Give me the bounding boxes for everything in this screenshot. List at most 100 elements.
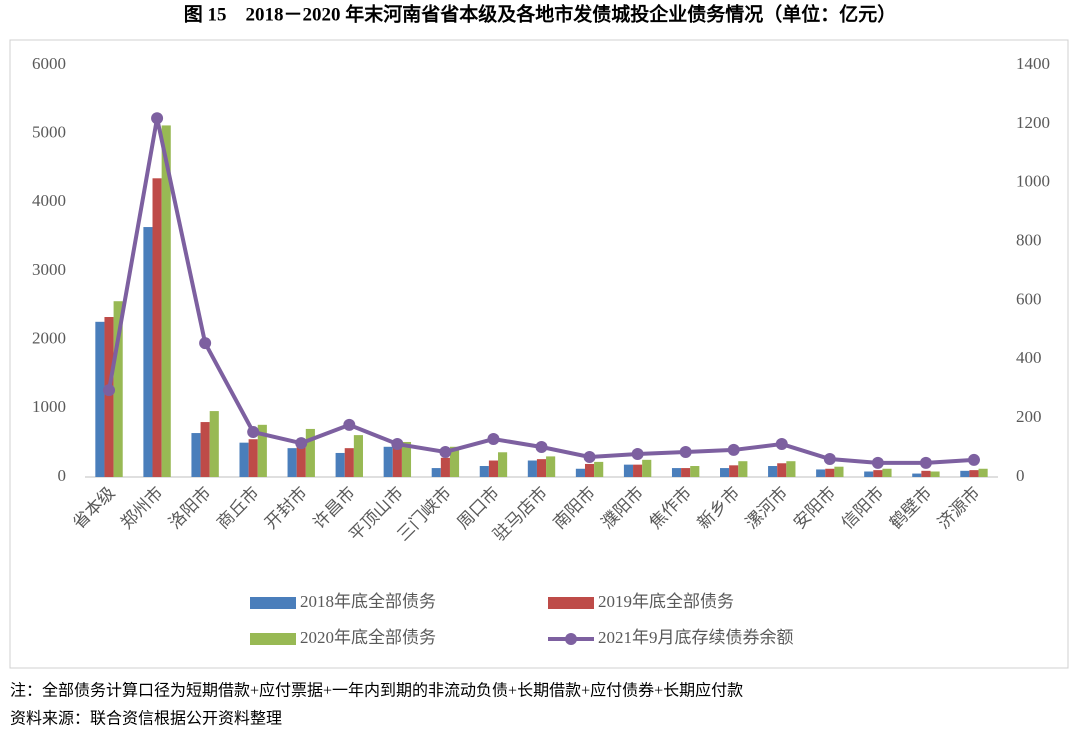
bar [671,468,682,477]
bar [296,446,306,477]
bar [200,422,210,477]
bar [95,321,105,477]
line-point [343,418,356,431]
line-point [823,453,836,466]
legend-marker [565,633,577,645]
bar [479,466,489,477]
bar [912,473,922,477]
y-tick-label: 4000 [32,191,66,210]
line-point [487,433,500,446]
bar [690,466,700,477]
y2-tick-label: 1200 [1016,113,1050,132]
bar [969,470,979,477]
bar [594,461,604,477]
bar [392,443,402,477]
bar [287,448,297,477]
line [107,117,975,465]
x-tick-label: 洛阳市 [165,483,214,532]
x-tick-label: 新乡市 [694,483,743,532]
y2-tick-label: 200 [1016,407,1042,426]
bar [191,433,201,477]
legend-label: 2018年底全部债务 [300,592,436,611]
bar [536,459,547,477]
x-tick-label: 郑州市 [117,483,166,532]
bar [527,460,537,477]
legend-label: 2019年底全部债务 [598,592,734,611]
line-point [967,453,980,466]
bar [777,463,787,477]
y2-tick-label: 600 [1016,289,1042,308]
line-point [871,456,884,469]
legend-label: 2020年底全部债务 [300,628,436,647]
line-point [247,425,260,438]
y-tick-label: 1000 [32,397,66,416]
bar [720,468,730,477]
bar [431,468,441,477]
bar [834,466,844,477]
y2-tick-label: 0 [1016,466,1025,485]
legend-label: 2021年9月底存续债券余额 [598,628,794,647]
bar [113,301,123,477]
chart-title: 图 15 2018－2020 年末河南省省本级及各地市发债城投企业债务情况（单位… [184,2,897,25]
bar [729,465,739,477]
bar [344,448,354,477]
line-point [535,440,548,453]
bar [401,441,412,477]
bar [498,452,508,477]
bar [864,471,874,477]
x-tick-label: 商丘市 [213,483,262,532]
line-point [727,443,740,456]
bar [960,470,970,477]
bar [335,452,345,477]
line-point [103,384,116,397]
y-tick-label: 0 [58,466,67,485]
bar [921,470,931,477]
bar [353,435,363,477]
y2-tick-label: 1400 [1016,54,1050,73]
bar [575,468,585,477]
x-tick-label: 开封市 [261,483,310,532]
bar [104,317,114,477]
bar [239,442,249,477]
bar [633,464,643,477]
source: 资料来源：联合资信根据公开资料整理 [10,710,282,728]
line-point [679,445,692,458]
x-tick-label: 南阳市 [550,483,599,532]
y-tick-label: 6000 [32,54,66,73]
bar [825,468,835,477]
x-tick-label: 濮阳市 [598,483,647,532]
bar [248,439,258,477]
y-tick-label: 3000 [32,260,66,279]
bar [768,466,778,477]
line-point [151,112,164,125]
bar [383,446,393,477]
line-point [775,438,788,451]
x-tick-label: 漯河市 [742,483,791,532]
bar [786,461,796,477]
legend-swatch [250,597,296,609]
y2-tick-label: 400 [1016,348,1042,367]
line-point [391,438,404,451]
line-point [919,456,932,469]
x-tick-label: 信阳市 [838,483,887,532]
bar [305,428,315,477]
bar [546,456,556,477]
bar [209,411,219,477]
bar [738,461,748,477]
x-tick-label: 焦作市 [646,483,695,532]
line-point [295,437,308,450]
y-tick-label: 5000 [32,123,66,142]
line-point [199,337,212,350]
bar [440,457,450,477]
y2-tick-label: 1000 [1016,172,1050,191]
x-tick-label: 鹤壁市 [886,483,935,532]
bar [449,446,460,477]
bar [584,463,595,477]
bar [143,227,153,477]
y2-tick-label: 800 [1016,230,1042,249]
note: 注：全部债务计算口径为短期借款+应付票据+一年内到期的非流动负债+长期借款+应付… [10,681,743,700]
legend-swatch [548,597,594,609]
bar [623,464,634,477]
x-tick-label: 省本级 [69,483,118,532]
chart-frame [9,39,1069,669]
